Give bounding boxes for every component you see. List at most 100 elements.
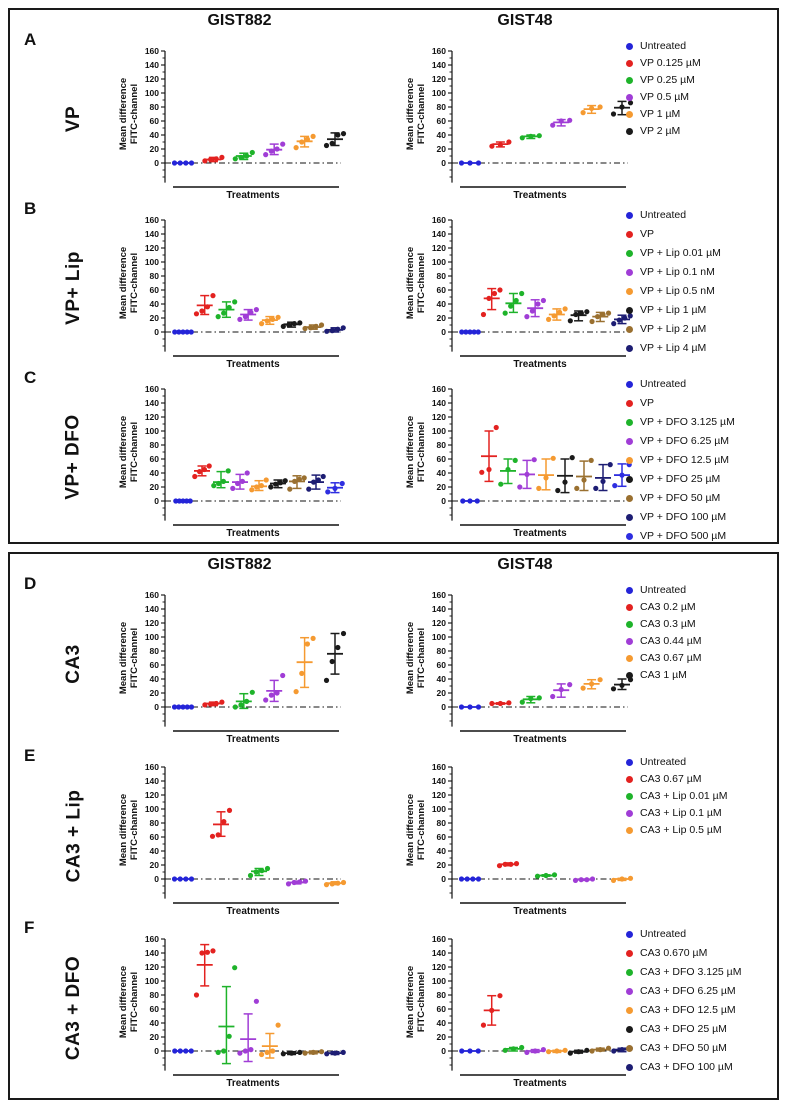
group-green xyxy=(534,872,558,879)
legend-entry: CA3 + DFO 6.25 µM xyxy=(626,985,776,997)
data-point xyxy=(340,630,347,637)
panel-a-gist48: 0 20 40 60 80 100 120 140 160 Mean difference FITC… xyxy=(400,35,638,206)
data-point xyxy=(176,704,182,710)
data-point xyxy=(567,682,573,688)
data-point xyxy=(248,1047,254,1053)
scatter-plot-gist48-0-1: 0 20 40 60 80 100 120 140 160 Mean difference FITC… xyxy=(405,215,633,370)
legend-label: VP 1 µM xyxy=(640,108,681,120)
legend-label: VP + Lip 1 µM xyxy=(640,304,707,316)
data-point xyxy=(475,1048,481,1054)
group-blue xyxy=(459,329,481,335)
group-blue xyxy=(171,876,195,882)
panel-letter-f: F xyxy=(24,918,35,937)
data-point xyxy=(325,489,331,495)
y-tick-label: 120 xyxy=(432,412,446,422)
data-point xyxy=(307,325,314,331)
data-point xyxy=(502,310,508,316)
x-axis-label: Treatments xyxy=(226,906,280,917)
panel-group-box-vp: GIST882 GIST48 A VP 0 20 40 60 80 100 120 140 160 Mea… xyxy=(8,8,779,544)
data-point xyxy=(259,321,265,327)
data-point xyxy=(211,483,217,489)
y-tick-label: 160 xyxy=(432,215,446,225)
legend-entry: CA3 0.2 µM xyxy=(626,601,776,613)
y-tick-label: 80 xyxy=(150,990,160,1000)
y-tick-label: 60 xyxy=(437,285,447,295)
data-point xyxy=(171,160,178,166)
y-tick-label: 40 xyxy=(437,299,447,309)
legend-entry: CA3 + DFO 50 µM xyxy=(626,1042,776,1054)
data-point xyxy=(335,644,341,651)
y-tick-label: 160 xyxy=(432,590,446,600)
y-tick-label: 80 xyxy=(437,990,447,1000)
data-point xyxy=(335,132,341,138)
y-tick-label: 0 xyxy=(441,327,446,337)
y-tick-label: 140 xyxy=(432,398,446,408)
data-point xyxy=(184,704,190,710)
data-point xyxy=(274,146,280,152)
data-point xyxy=(291,478,298,484)
group-red xyxy=(193,943,216,998)
legend-label: VP + Lip 4 µM xyxy=(640,342,707,354)
x-axis-label: Treatments xyxy=(513,734,567,745)
data-point xyxy=(474,498,480,504)
scatter-plot-gist48-1-0: 0 20 40 60 80 100 120 140 160 Mean difference FITC… xyxy=(405,590,634,745)
data-point xyxy=(567,318,573,324)
y-tick-label: 140 xyxy=(145,604,159,614)
data-point xyxy=(329,881,335,887)
group-purple xyxy=(230,470,250,491)
figure-row-b: B VP+ Lip 0 20 40 60 80 100 120 140 160 Mean differ… xyxy=(10,199,777,372)
y-tick-label: 100 xyxy=(432,632,446,642)
data-point xyxy=(589,105,595,111)
data-point xyxy=(458,160,465,166)
data-point xyxy=(199,308,205,314)
legend-label: VP + Lip 0.01 µM xyxy=(640,247,721,259)
data-point xyxy=(323,142,330,149)
y-tick-label: 0 xyxy=(154,702,159,712)
y-tick-label: 40 xyxy=(437,468,447,478)
data-point xyxy=(202,158,208,164)
data-point xyxy=(173,498,179,504)
data-point xyxy=(184,329,190,335)
legend-entry: VP + DFO 50 µM xyxy=(626,492,776,504)
data-point xyxy=(238,702,244,708)
legend-dot-icon xyxy=(626,671,633,679)
data-point xyxy=(264,318,270,324)
legend-dot-icon xyxy=(626,418,633,426)
data-point xyxy=(280,1051,286,1057)
box-header: GIST882 GIST48 xyxy=(10,10,777,34)
panel-c-gist882: 0 20 40 60 80 100 120 140 160 Mean difference FITC… xyxy=(113,373,351,544)
data-point xyxy=(562,306,568,312)
legend-dot-icon xyxy=(626,1006,633,1014)
scatter-plot-gist882-0-1: 0 20 40 60 80 100 120 140 160 Mean difference FITC… xyxy=(118,215,346,370)
y-tick-label: 160 xyxy=(145,215,159,225)
data-point xyxy=(291,321,297,327)
data-point xyxy=(302,878,309,884)
legend-label: CA3 0.44 µM xyxy=(640,635,702,647)
data-point xyxy=(220,478,227,484)
data-point xyxy=(480,1022,487,1028)
group-green xyxy=(498,457,518,487)
data-point xyxy=(486,466,492,473)
y-tick-label: 0 xyxy=(154,158,159,168)
y-tick-label: 160 xyxy=(145,762,159,772)
legend-label: CA3 0.670 µM xyxy=(640,947,708,959)
legend-label: VP 0.25 µM xyxy=(640,74,695,86)
data-point xyxy=(524,314,530,320)
data-point xyxy=(513,297,519,304)
panel-group-box-ca3: GIST882 GIST48 D CA3 0 20 40 60 80 100 120 140 160 Me… xyxy=(8,552,779,1100)
data-point xyxy=(489,1007,495,1013)
data-point xyxy=(619,1047,625,1053)
data-point xyxy=(171,704,178,710)
data-point xyxy=(171,876,178,882)
data-point xyxy=(270,1048,276,1054)
group-navy xyxy=(324,1049,346,1057)
data-point xyxy=(607,462,613,468)
legend-entry: Untreated xyxy=(626,209,776,221)
data-point xyxy=(489,143,495,149)
y-tick-label: 100 xyxy=(145,88,159,98)
legend-dot-icon xyxy=(626,325,633,333)
legend-dot-icon xyxy=(626,76,633,84)
data-point xyxy=(282,478,288,484)
y-tick-label: 140 xyxy=(432,604,446,614)
y-tick-label: 100 xyxy=(432,804,446,814)
